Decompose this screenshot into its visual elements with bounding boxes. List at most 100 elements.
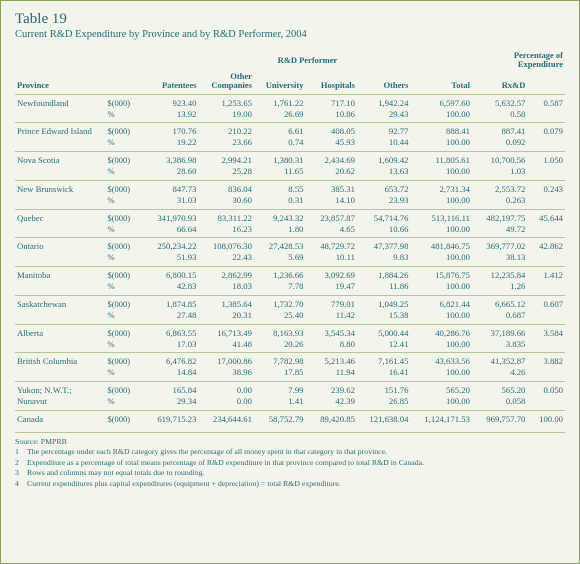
- footnote-text: Rows and columns may not equal totals du…: [27, 468, 205, 479]
- value-cell: 23.66: [198, 137, 254, 151]
- value-cell: 41.48: [198, 339, 254, 353]
- province-cell: Ontario: [15, 238, 105, 267]
- unit-cell: %: [105, 339, 143, 353]
- value-cell: 10.86: [306, 109, 357, 123]
- value-cell: 100.00: [410, 252, 471, 266]
- unit-cell: $(000): [105, 267, 143, 281]
- value-cell: 3,386.98: [143, 152, 198, 166]
- province-cell: Manitoba: [15, 267, 105, 296]
- value-cell: 51.93: [143, 252, 198, 266]
- value-cell: 1.80: [254, 224, 306, 238]
- footnote-text: Expenditure as a percentage of total mea…: [27, 458, 424, 469]
- col-group-performer: R&D Performer: [143, 50, 472, 71]
- value-cell: 49.72: [472, 224, 527, 238]
- value-cell: 100.00: [410, 224, 471, 238]
- footnote: 3Rows and columns may not equal totals d…: [15, 468, 565, 479]
- unit-cell: $(000): [105, 152, 143, 166]
- footnote: 4Current expenditures plus capital expen…: [15, 479, 565, 490]
- value-cell: 6,476.82: [143, 353, 198, 367]
- value-cell: 37,189.66: [472, 324, 527, 338]
- value-cell: 6,800.15: [143, 267, 198, 281]
- value-cell: 151.76: [357, 382, 411, 396]
- value-cell: 0.58: [472, 109, 527, 123]
- col-patentees: Patentees: [143, 71, 198, 94]
- value-cell: 923.40: [143, 94, 198, 108]
- value-cell: 40,286.76: [410, 324, 471, 338]
- value-cell: 0.74: [254, 137, 306, 151]
- value-cell: 20.26: [254, 339, 306, 353]
- value-cell: 10.11: [306, 252, 357, 266]
- value-cell: 8.55: [254, 180, 306, 194]
- value-cell: 847.73: [143, 180, 198, 194]
- table-row: Quebec $(000)341,970.9383,311.229,243.32…: [15, 209, 565, 223]
- value-cell: 2,553.72: [472, 180, 527, 194]
- value-cell: 2,994.21: [198, 152, 254, 166]
- value-cell: 1.412: [527, 267, 565, 281]
- value-cell: 19.47: [306, 281, 357, 295]
- value-cell: [527, 281, 565, 295]
- value-cell: [527, 396, 565, 410]
- value-cell: 15.38: [357, 310, 411, 324]
- province-cell: Nova Scotia: [15, 152, 105, 181]
- value-cell: 1.03: [472, 166, 527, 180]
- footnote-num: 4: [15, 479, 27, 490]
- value-cell: 2,862.99: [198, 267, 254, 281]
- value-cell: 1,124,171.53: [410, 410, 471, 429]
- value-cell: 2,731.34: [410, 180, 471, 194]
- value-cell: 1.41: [254, 396, 306, 410]
- value-cell: 0.00: [198, 382, 254, 396]
- value-cell: 513,116.11: [410, 209, 471, 223]
- value-cell: [527, 166, 565, 180]
- col-hospitals: Hospitals: [306, 71, 357, 94]
- value-cell: 12,235.84: [472, 267, 527, 281]
- value-cell: 5,632.57: [472, 94, 527, 108]
- value-cell: 15,876.75: [410, 267, 471, 281]
- value-cell: 0.058: [472, 396, 527, 410]
- value-cell: 10,700.56: [472, 152, 527, 166]
- table-row: Alberta $(000)6,863.5516,713.498,163.933…: [15, 324, 565, 338]
- value-cell: 4.26: [472, 367, 527, 381]
- unit-cell: %: [105, 252, 143, 266]
- value-cell: 14.10: [306, 195, 357, 209]
- value-cell: 100.00: [410, 367, 471, 381]
- table-row: New Brunswick $(000)847.73836.048.55385.…: [15, 180, 565, 194]
- value-cell: 45.644: [527, 209, 565, 223]
- value-cell: [527, 224, 565, 238]
- value-cell: 100.00: [410, 396, 471, 410]
- table-title: Current R&D Expenditure by Province and …: [15, 29, 565, 40]
- table-page: Table 19 Current R&D Expenditure by Prov…: [0, 0, 580, 564]
- value-cell: 29.43: [357, 109, 411, 123]
- value-cell: 341,970.93: [143, 209, 198, 223]
- table-row: Yukon; N.W.T.; Nunavut $(000)165.840.007…: [15, 382, 565, 396]
- value-cell: 26.85: [357, 396, 411, 410]
- unit-cell: %: [105, 396, 143, 410]
- value-cell: 887.41: [472, 123, 527, 137]
- value-cell: 47,377.98: [357, 238, 411, 252]
- value-cell: 25.28: [198, 166, 254, 180]
- value-cell: 121,638.04: [357, 410, 411, 429]
- value-cell: 25.40: [254, 310, 306, 324]
- col-unit-spacer: [105, 50, 143, 94]
- value-cell: 6,597.60: [410, 94, 471, 108]
- value-cell: 19.22: [143, 137, 198, 151]
- unit-cell: $(000): [105, 123, 143, 137]
- table-number: Table 19: [15, 11, 565, 28]
- unit-cell: %: [105, 137, 143, 151]
- value-cell: 888.41: [410, 123, 471, 137]
- value-cell: 10.66: [357, 224, 411, 238]
- total-row: Canada $(000)619,715.23234,644.6158,752.…: [15, 410, 565, 429]
- value-cell: 9,243.32: [254, 209, 306, 223]
- table-row: Prince Edward Island $(000)170.76210.226…: [15, 123, 565, 137]
- value-cell: 9.83: [357, 252, 411, 266]
- value-cell: 100.00: [410, 339, 471, 353]
- col-rxd: Rx&D: [472, 71, 527, 94]
- value-cell: 7.78: [254, 281, 306, 295]
- table-row: Ontario $(000)250,234.22108,076.3027,428…: [15, 238, 565, 252]
- value-cell: 8,163.93: [254, 324, 306, 338]
- unit-cell: $(000): [105, 410, 143, 429]
- header-group-row: Province R&D Performer Percentage of Exp…: [15, 50, 565, 71]
- value-cell: 5,213.46: [306, 353, 357, 367]
- value-cell: 1,761.22: [254, 94, 306, 108]
- value-cell: 0.092: [472, 137, 527, 151]
- footnote-num: 2: [15, 458, 27, 469]
